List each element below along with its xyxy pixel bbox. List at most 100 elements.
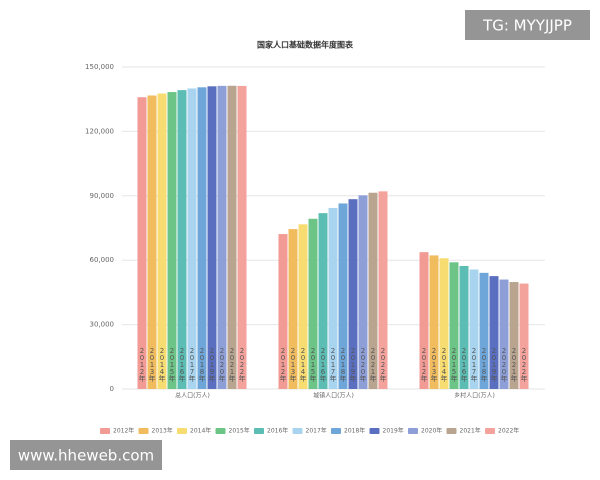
legend-label: 2014年: [190, 427, 211, 435]
bar-label: 2015年: [168, 347, 176, 383]
bar: [298, 224, 308, 389]
y-tick-label: 90,000: [90, 192, 115, 200]
bar: [167, 92, 177, 390]
watermark-box: [465, 10, 590, 40]
y-tick-label: 120,000: [85, 127, 114, 135]
bar-label: 2013年: [148, 347, 156, 383]
bar-label: 2017年: [188, 347, 196, 383]
legend-label: 2015年: [229, 427, 250, 435]
legend-swatch: [446, 428, 457, 434]
legend-swatch: [292, 428, 303, 434]
bar-label: 2018年: [339, 347, 347, 383]
bar-label: 2014年: [440, 347, 448, 383]
bar-label: 2016年: [178, 347, 186, 383]
bar: [338, 203, 348, 389]
bar: [479, 272, 489, 389]
watermark: TG: MYYJJPP: [482, 17, 572, 35]
bar: [449, 262, 459, 389]
bar: [177, 90, 187, 390]
bar-label: 2018年: [480, 347, 488, 383]
bar: [207, 86, 217, 389]
y-tick-label: 30,000: [90, 321, 115, 329]
legend-label: 2018年: [344, 427, 365, 435]
legend-label: 2013年: [152, 427, 173, 435]
legend-swatch: [485, 428, 495, 434]
bar-label: 2021年: [228, 347, 236, 383]
legend-swatch: [100, 428, 110, 434]
bar-label: 2019年: [349, 347, 357, 383]
y-tick-label: 60,000: [90, 256, 115, 264]
bar: [227, 85, 237, 389]
bar-label: 2022年: [520, 347, 528, 383]
bar-label: 2017年: [329, 347, 337, 383]
y-tick-label: 0: [110, 385, 114, 393]
legend-label: 2019年: [383, 427, 404, 435]
bar-label: 2022年: [238, 347, 246, 383]
bar: [469, 269, 479, 389]
bar: [348, 199, 358, 389]
bar: [459, 265, 469, 389]
chart-title: 国家人口基础数据年度图表: [257, 40, 354, 50]
legend-swatch: [215, 428, 226, 434]
bar-label: 2012年: [279, 347, 287, 383]
bar: [328, 207, 338, 389]
bar-label: 2020年: [500, 347, 508, 383]
bar: [157, 93, 167, 389]
bar-label: 2016年: [460, 347, 468, 383]
bar-label: 2016年: [319, 347, 327, 383]
bar-label: 2021年: [510, 347, 518, 383]
bar: [509, 282, 519, 389]
bar: [308, 218, 318, 389]
bar: [147, 95, 157, 390]
legend-swatch: [138, 428, 149, 434]
bar: [378, 191, 388, 389]
bar-label: 2019年: [208, 347, 216, 383]
bar-label: 2012年: [138, 347, 146, 383]
legend-label: 2016年: [267, 427, 288, 435]
bar-label: 2021年: [369, 347, 377, 383]
y-tick-label: 150,000: [85, 63, 114, 71]
bar: [288, 229, 298, 389]
legend-swatch: [408, 428, 418, 434]
bar: [358, 195, 368, 389]
bar: [278, 234, 288, 389]
legend-label: 2012年: [113, 427, 134, 435]
bar: [187, 88, 197, 389]
bar-label: 2015年: [309, 347, 317, 383]
legend-label: 2017年: [306, 427, 327, 435]
legend-swatch: [177, 428, 187, 434]
watermark-box: [10, 440, 162, 470]
bar: [318, 213, 328, 389]
legend-label: 2020年: [421, 427, 442, 435]
bar-label: 2018年: [198, 347, 206, 383]
bar: [489, 276, 499, 389]
legend-swatch: [331, 428, 341, 434]
bar-label: 2022年: [379, 347, 387, 383]
bar-label: 2014年: [158, 347, 166, 383]
bar: [368, 192, 378, 389]
bar-label: 2013年: [289, 347, 297, 383]
x-tick-label: 城镇人口(万人): [313, 392, 354, 400]
bar-label: 2014年: [299, 347, 307, 383]
bar: [237, 85, 247, 389]
bar: [499, 279, 509, 389]
legend-swatch: [369, 428, 380, 434]
bar-label: 2017年: [470, 347, 478, 383]
bar-label: 2012年: [420, 347, 428, 383]
bar-label: 2013年: [430, 347, 438, 383]
bar: [429, 255, 439, 389]
bar: [419, 252, 429, 389]
bar: [197, 87, 207, 389]
bar: [519, 283, 529, 389]
x-tick-label: 总人口(万人): [175, 392, 210, 400]
bar-label: 2019年: [490, 347, 498, 383]
bar-label: 2020年: [218, 347, 226, 383]
bar-label: 2015年: [450, 347, 458, 383]
legend-swatch: [254, 428, 264, 434]
bar-label: 2020年: [359, 347, 367, 383]
bar: [217, 85, 227, 390]
x-tick-label: 乡村人口(万人): [454, 392, 495, 400]
legend-label: 2022年: [498, 427, 519, 435]
bar: [439, 258, 449, 389]
